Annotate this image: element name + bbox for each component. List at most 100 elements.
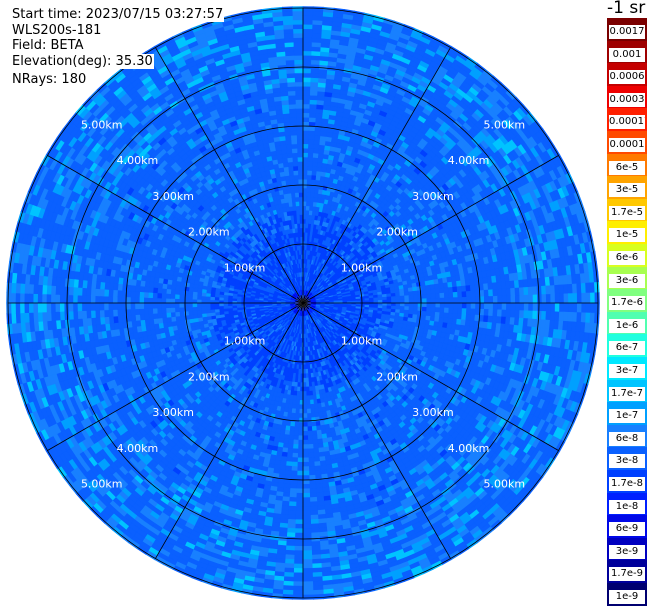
range-gate-cell xyxy=(593,312,600,325)
range-gate-cell xyxy=(536,310,543,321)
range-gate-cell xyxy=(286,527,296,534)
range-gate-cell xyxy=(399,302,406,307)
range-gate-cell xyxy=(434,311,441,318)
range-gate-cell xyxy=(302,430,308,437)
range-gate-cell xyxy=(302,488,310,494)
range-gate-cell xyxy=(302,563,313,569)
range-gate-cell xyxy=(443,312,450,319)
range-gate-cell xyxy=(430,307,437,313)
range-gate-cell xyxy=(302,417,308,423)
range-gate-cell xyxy=(310,536,321,543)
range-gate-cell xyxy=(281,593,294,600)
range-gate-cell xyxy=(311,554,322,560)
range-gate-cell xyxy=(382,302,388,307)
range-gate-cell xyxy=(514,310,521,319)
range-gate-cell xyxy=(290,474,298,481)
range-gate-cell xyxy=(302,399,307,406)
range-gate-cell xyxy=(295,514,304,521)
range-gate-cell xyxy=(576,302,583,314)
range-gate-cell xyxy=(312,571,323,578)
range-gate-cell xyxy=(488,302,494,310)
range-gate-cell xyxy=(302,532,312,538)
range-gate-cell xyxy=(302,448,309,454)
range-gate-cell xyxy=(302,506,311,512)
range-gate-cell xyxy=(430,302,437,308)
range-gate-cell xyxy=(285,456,293,463)
range-gate-cell xyxy=(311,563,322,569)
range-gate-cell xyxy=(302,386,307,392)
range-gate-cell xyxy=(302,377,307,383)
range-gate-cell xyxy=(563,302,569,313)
range-gate-cell xyxy=(312,447,320,454)
range-gate-cell xyxy=(297,444,304,450)
range-gate-cell xyxy=(288,496,297,503)
range-gate-cell xyxy=(470,302,476,310)
range-gate-cell xyxy=(302,537,312,543)
range-gate-cell xyxy=(528,302,534,312)
range-gate-cell xyxy=(313,461,321,467)
range-gate-cell xyxy=(287,443,294,450)
range-gate-cell xyxy=(549,311,556,321)
range-gate-cell xyxy=(293,426,300,432)
range-gate-cell xyxy=(408,306,414,312)
range-gate-cell xyxy=(492,309,498,317)
range-gate-cell xyxy=(306,413,312,419)
range-gate-cell xyxy=(312,580,324,587)
range-gate-cell xyxy=(466,302,472,310)
range-gate-cell xyxy=(541,302,547,312)
range-gate-cell xyxy=(452,307,459,315)
range-gate-cell xyxy=(413,302,419,308)
range-gate-cell xyxy=(292,443,299,450)
range-gate-cell xyxy=(311,434,318,441)
range-gate-cell xyxy=(305,390,310,397)
range-gate-cell xyxy=(541,310,547,321)
range-gate-cell xyxy=(292,581,304,587)
range-gate-cell xyxy=(302,422,308,428)
range-gate-cell xyxy=(313,452,320,458)
range-gate-cell xyxy=(294,408,300,414)
range-gate-cell xyxy=(314,412,320,418)
range-gate-cell xyxy=(309,510,319,516)
range-gate-cell xyxy=(302,528,312,534)
range-gate-cell xyxy=(306,404,311,410)
range-gate-cell xyxy=(308,465,316,472)
range-gate-cell xyxy=(293,559,304,565)
range-gate-cell xyxy=(302,590,314,596)
range-gate-cell xyxy=(298,413,304,419)
range-gate-cell xyxy=(461,308,467,315)
range-gate-cell xyxy=(295,510,304,516)
range-gate-cell xyxy=(311,545,321,551)
range-gate-cell xyxy=(288,434,295,441)
range-gate-cell xyxy=(289,492,297,498)
range-gate-cell xyxy=(285,461,293,467)
range-gate-cell xyxy=(302,457,309,463)
range-gate-cell xyxy=(307,430,313,437)
range-gate-cell xyxy=(307,448,314,454)
range-gate-cell xyxy=(448,302,454,309)
range-gate-cell xyxy=(291,457,298,463)
range-gate-cell xyxy=(461,302,468,310)
ppi-data-cells xyxy=(6,6,600,600)
range-gate-cell xyxy=(287,518,296,525)
range-gate-cell xyxy=(284,563,295,569)
range-gate-cell xyxy=(289,483,298,490)
range-gate-cell xyxy=(302,391,307,397)
range-gate-cell xyxy=(306,421,312,428)
range-gate-cell xyxy=(576,312,582,323)
range-gate-cell xyxy=(310,421,317,427)
range-gate-cell xyxy=(292,448,299,454)
range-gate-cell xyxy=(594,302,600,314)
range-gate-cell xyxy=(292,576,304,583)
range-gate-cell xyxy=(294,421,300,428)
range-gate-cell xyxy=(302,581,314,587)
range-gate-cell xyxy=(439,307,445,314)
range-gate-cell xyxy=(312,593,325,600)
range-gate-cell xyxy=(307,439,314,445)
range-gate-cell xyxy=(444,302,450,309)
range-gate-cell xyxy=(567,302,574,313)
range-gate-cell xyxy=(295,404,300,410)
range-gate-cell xyxy=(457,308,463,315)
range-gate-cell xyxy=(302,514,311,521)
range-gate-cell xyxy=(311,425,317,432)
range-gate-cell xyxy=(302,382,307,388)
